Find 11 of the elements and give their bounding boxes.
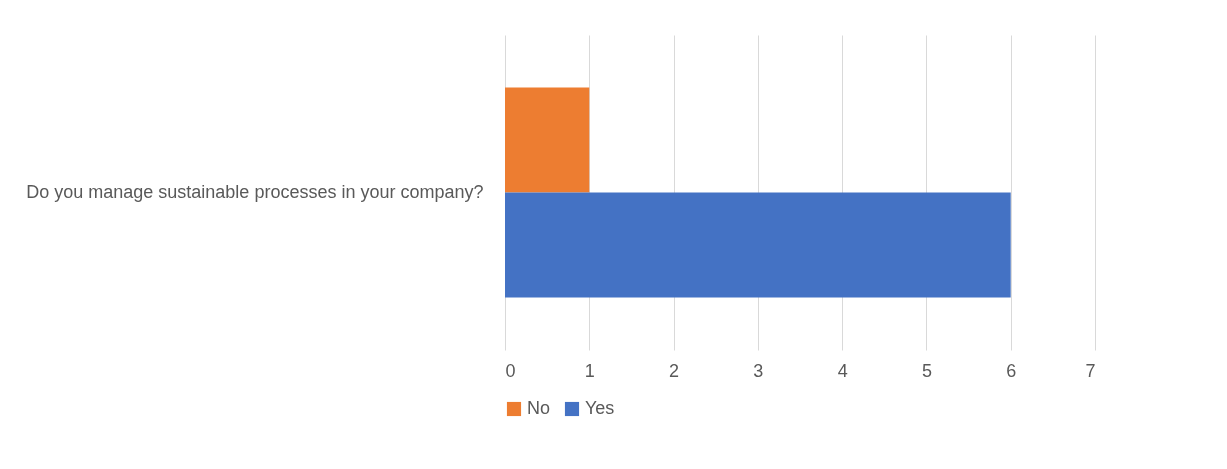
legend-label: Yes [585, 398, 615, 418]
x-tick-label: 1 [584, 360, 595, 381]
legend-label: No [527, 398, 551, 418]
x-tick-label: 2 [669, 360, 680, 381]
x-tick-label: 6 [1006, 360, 1017, 381]
y-tick-label: Do you manage sustainable processes in your company? [26, 181, 484, 202]
x-tick-label: 5 [921, 360, 932, 381]
x-tick-label: 4 [837, 360, 848, 381]
x-tick-label: 3 [753, 360, 764, 381]
x-tick-label: 0 [505, 360, 516, 381]
x-tick-label: 7 [1085, 360, 1096, 381]
